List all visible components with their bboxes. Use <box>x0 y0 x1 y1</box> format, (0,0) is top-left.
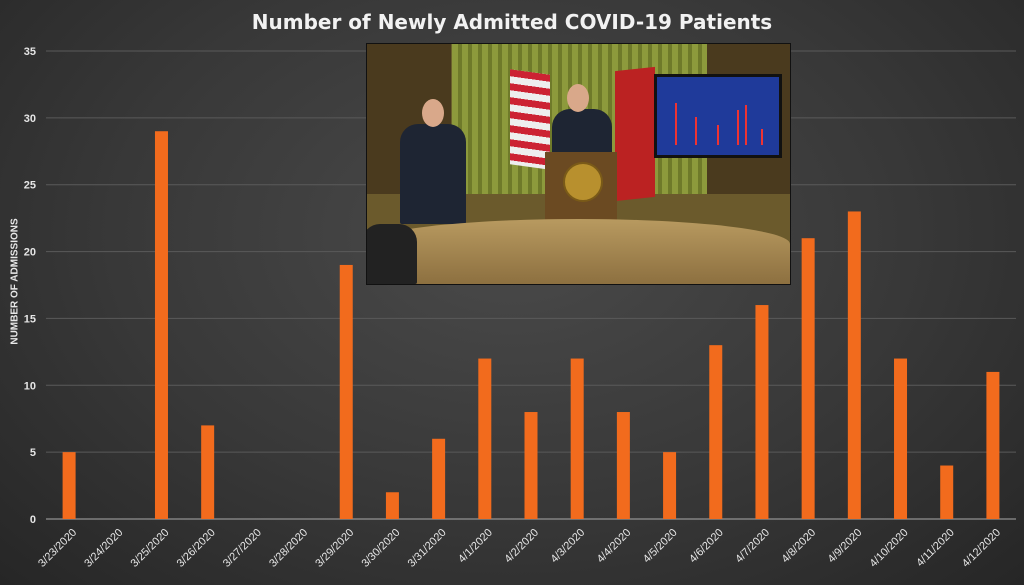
bar-3/31/2020 <box>432 438 446 519</box>
bar-3/30/2020 <box>385 492 399 519</box>
x-tick-label: 4/12/2020 <box>960 527 1003 570</box>
bar-4/9/2020 <box>847 211 861 519</box>
x-tick-label: 4/6/2020 <box>687 527 726 566</box>
bar-4/1/2020 <box>478 358 492 519</box>
y-tick-label: 25 <box>24 180 36 192</box>
x-tick-label: 4/1/2020 <box>456 527 495 566</box>
bar-3/26/2020 <box>201 425 215 519</box>
x-tick-label: 3/28/2020 <box>267 527 310 570</box>
bar-3/23/2020 <box>62 452 76 519</box>
bar-4/11/2020 <box>940 465 954 519</box>
y-tick-label: 20 <box>24 247 36 259</box>
y-tick-label: 5 <box>30 447 36 459</box>
chart-title: Number of Newly Admitted COVID-19 Patien… <box>251 10 773 34</box>
x-tick-label: 4/4/2020 <box>595 527 634 566</box>
y-tick-label: 35 <box>24 46 36 58</box>
x-tick-label: 3/29/2020 <box>313 527 356 570</box>
x-tick-label: 4/2/2020 <box>502 527 541 566</box>
bar-4/10/2020 <box>894 358 908 519</box>
state-seal <box>563 162 603 202</box>
x-tick-label: 4/11/2020 <box>914 527 957 570</box>
x-tick-label: 3/30/2020 <box>359 527 402 570</box>
conference-table <box>367 219 790 284</box>
bar-3/29/2020 <box>339 264 353 519</box>
x-tick-label: 3/26/2020 <box>175 527 218 570</box>
x-tick-label: 4/10/2020 <box>868 527 911 570</box>
us-flag <box>510 69 550 170</box>
person-foreground <box>367 224 417 284</box>
x-tick-label: 3/23/2020 <box>36 527 79 570</box>
person-interpreter <box>400 124 466 224</box>
x-tick-label: 4/8/2020 <box>779 527 818 566</box>
bar-4/7/2020 <box>755 305 769 519</box>
bar-4/6/2020 <box>709 345 723 519</box>
x-tick-label: 3/25/2020 <box>129 527 172 570</box>
y-tick-label: 15 <box>24 313 36 325</box>
bar-4/5/2020 <box>663 452 677 519</box>
y-tick-label: 30 <box>24 113 36 125</box>
y-tick-label: 0 <box>30 514 36 526</box>
x-tick-label: 3/24/2020 <box>82 527 125 570</box>
bar-4/12/2020 <box>986 371 1000 519</box>
x-tick-label: 4/7/2020 <box>733 527 772 566</box>
bar-3/25/2020 <box>154 131 168 519</box>
x-tick-label: 3/31/2020 <box>406 527 449 570</box>
bar-4/4/2020 <box>616 412 630 519</box>
press-conference-video-inset <box>366 43 791 285</box>
bar-4/3/2020 <box>570 358 584 519</box>
x-tick-label: 4/9/2020 <box>826 527 865 566</box>
bar-4/8/2020 <box>801 238 815 519</box>
x-tick-label: 4/3/2020 <box>549 527 588 566</box>
display-screen <box>654 74 782 158</box>
x-tick-label: 4/5/2020 <box>641 527 680 566</box>
state-flag <box>615 66 655 202</box>
person-head <box>567 84 589 112</box>
x-tick-label: 3/27/2020 <box>221 527 264 570</box>
y-tick-label: 10 <box>24 380 36 392</box>
person-head <box>422 99 444 127</box>
bar-4/2/2020 <box>524 412 538 519</box>
